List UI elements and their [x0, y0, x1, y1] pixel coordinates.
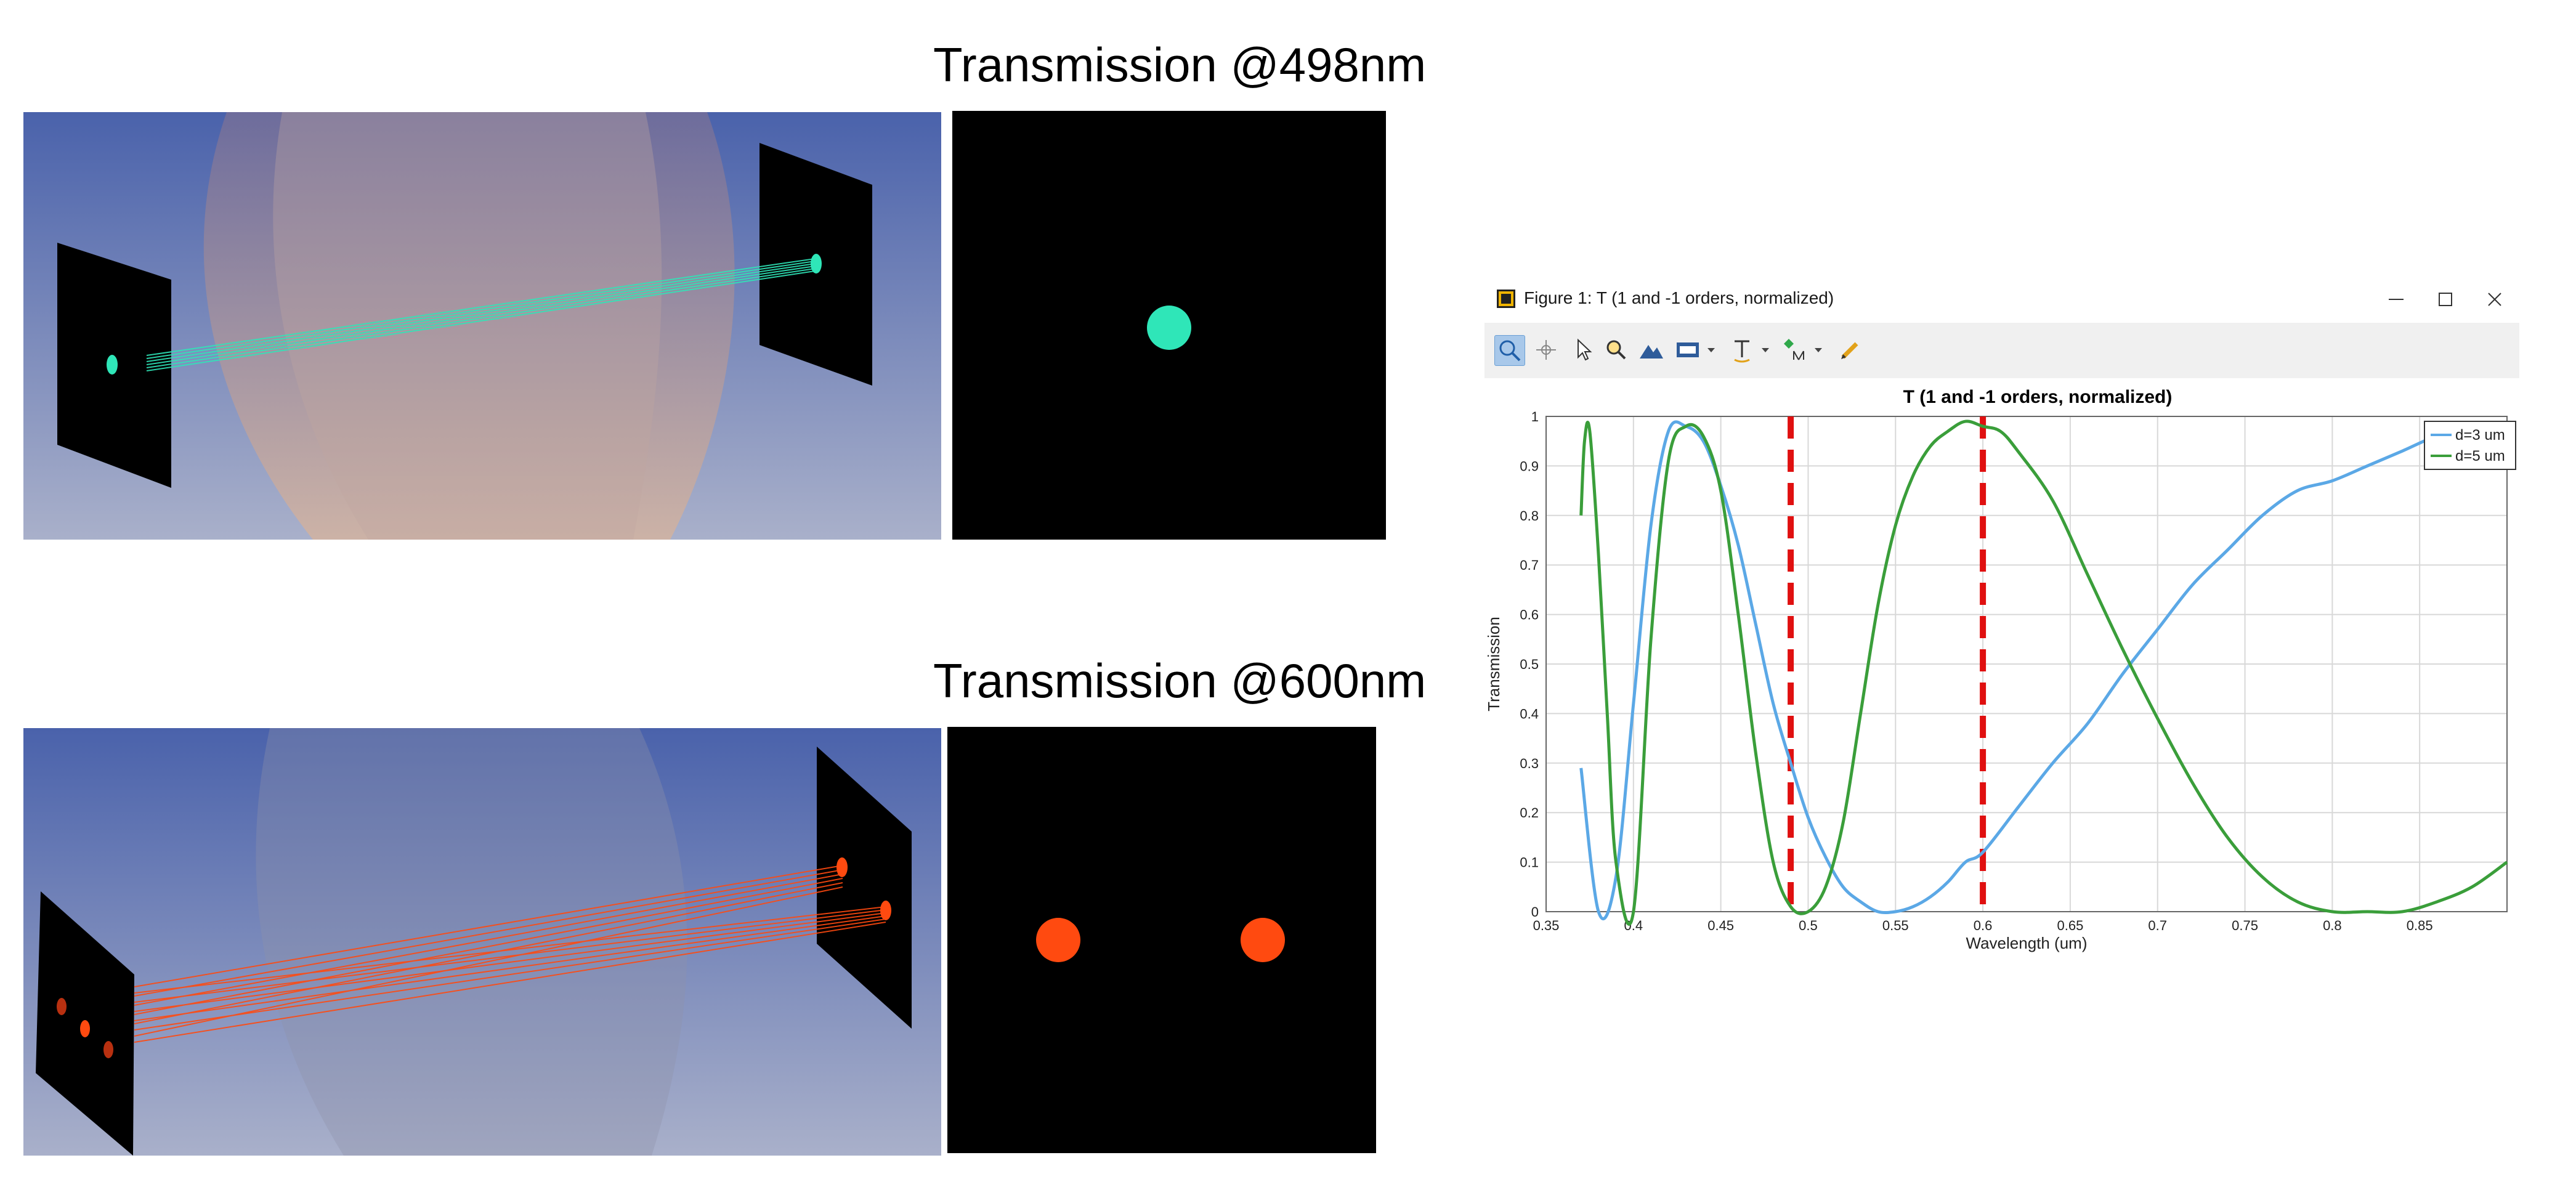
zoom-icon	[1499, 340, 1521, 362]
output-spot-upper	[836, 857, 848, 877]
text-tool-icon	[1734, 340, 1750, 363]
input-spot-center	[80, 1020, 90, 1037]
input-spot	[107, 355, 118, 375]
light-beam-600	[134, 865, 886, 1043]
y-tick-label: 0.3	[1520, 756, 1539, 771]
data-cursor-tool-button[interactable]	[1602, 335, 1631, 365]
x-tick-label: 0.65	[2057, 918, 2083, 933]
light-beam-498	[146, 258, 816, 371]
maximize-button[interactable]	[2421, 281, 2470, 318]
scene-background	[23, 728, 941, 1156]
series-lines	[1579, 419, 2508, 926]
figure-toolbar	[1484, 323, 2519, 378]
y-tick-label: 0.9	[1520, 458, 1539, 474]
y-tick-label: 0.5	[1520, 657, 1539, 672]
ray-trace-view-600[interactable]	[23, 728, 941, 1156]
detector-view-498	[952, 111, 1386, 540]
chart-title: T (1 and -1 orders, normalized)	[1903, 387, 2173, 407]
detector-view-600	[947, 727, 1376, 1153]
matplotlib-frame-icon	[1497, 290, 1515, 308]
text-tool-button[interactable]	[1727, 335, 1757, 365]
lens-inner	[273, 112, 662, 540]
y-tick-label: 0.1	[1520, 855, 1539, 870]
pointer-tool-button[interactable]	[1568, 335, 1598, 365]
y-tick-label: 0.6	[1520, 607, 1539, 623]
maximize-icon	[2439, 293, 2452, 306]
y-tick-label: 1	[1531, 409, 1539, 424]
series-line-d5	[1579, 419, 2508, 926]
input-spot-left	[57, 998, 67, 1015]
x-tick-label: 0.85	[2407, 918, 2433, 933]
y-tick-label: 0.4	[1520, 706, 1539, 721]
output-spot	[811, 254, 822, 273]
legend: d=3 um d=5 um	[2424, 421, 2516, 470]
figure-window-title: Figure 1: T (1 and -1 orders, normalized…	[1524, 288, 1834, 307]
y-tick-labels: 0 0.1 0.2 0.3 0.4 0.5 0.6 0.7 0.8 0.9 1	[1520, 409, 1539, 920]
data-cursor-icon	[1606, 340, 1626, 360]
figure-titlebar[interactable]: Figure 1: T (1 and -1 orders, normalized…	[1484, 276, 2519, 323]
ray-trace-view-498[interactable]	[23, 112, 941, 540]
marker-lines	[1788, 416, 1987, 912]
y-tick-label: 0.8	[1520, 508, 1539, 524]
close-button[interactable]	[2470, 281, 2519, 318]
x-tick-label: 0.75	[2232, 918, 2258, 933]
heading-transmission-600: Transmission @600nm	[933, 654, 1427, 708]
lens-shape	[203, 112, 735, 540]
x-tick-label: 0.55	[1882, 918, 1909, 933]
close-icon	[2488, 293, 2501, 306]
y-tick-label: 0	[1531, 904, 1539, 920]
pan-icon	[1536, 340, 1556, 360]
x-tick-label: 0.5	[1799, 918, 1818, 933]
legend-entry-d5: d=5 um	[2455, 448, 2505, 464]
grid-lines	[1545, 416, 2507, 912]
marker-tool-icon	[1784, 339, 1804, 360]
y-tick-label: 0.7	[1520, 557, 1539, 573]
pencil-icon	[1841, 342, 1858, 359]
series-line-d3	[1579, 420, 2473, 921]
x-tick-label: 0.7	[2148, 918, 2167, 933]
png-export-icon	[1677, 342, 1699, 357]
figure-window: Figure 1: T (1 and -1 orders, normalized…	[1484, 276, 2519, 954]
plot-frame	[1545, 416, 2508, 912]
legend-entry-d3: d=3 um	[2455, 427, 2505, 444]
chevron-down-icon	[1815, 348, 1822, 352]
rotate-3d-icon	[1640, 345, 1663, 359]
x-tick-label: 0.8	[2323, 918, 2342, 933]
text-tool-dropdown[interactable]	[1760, 345, 1770, 355]
marker-tool-dropdown[interactable]	[1813, 345, 1823, 355]
pencil-tool-button[interactable]	[1836, 335, 1865, 365]
detector-spot	[1147, 306, 1191, 350]
output-spot-lower	[880, 901, 891, 920]
png-export-dropdown[interactable]	[1706, 345, 1716, 355]
minimize-button[interactable]	[2371, 281, 2421, 318]
x-tick-label: 0.6	[1974, 918, 1993, 933]
x-axis-label: Wavelength (um)	[1966, 934, 2088, 952]
heading-transmission-498: Transmission @498nm	[933, 38, 1427, 92]
marker-tool-button[interactable]	[1780, 335, 1810, 365]
pan-tool-button[interactable]	[1531, 335, 1561, 365]
chevron-down-icon	[1707, 348, 1715, 352]
zoom-tool-button[interactable]	[1494, 335, 1525, 366]
input-spot-right	[103, 1041, 113, 1058]
chevron-down-icon	[1762, 348, 1769, 352]
x-tick-labels: 0.35 0.4 0.45 0.5 0.55 0.6 0.65 0.7 0.75 0.8 0.85	[1533, 918, 2433, 933]
plot-area[interactable]: T (1 and -1 orders, normalized) 0.35 0.4 0…	[1484, 378, 2519, 954]
pointer-icon	[1578, 338, 1592, 361]
y-tick-label: 0.2	[1520, 805, 1539, 820]
png-export-button[interactable]	[1673, 335, 1703, 365]
lens-shape	[256, 728, 687, 1156]
y-axis-label: Transmission	[1484, 617, 1503, 711]
x-tick-label: 0.35	[1533, 918, 1560, 933]
rotate-3d-tool-button[interactable]	[1636, 335, 1666, 365]
x-tick-label: 0.45	[1707, 918, 1734, 933]
minimize-icon	[2389, 299, 2404, 300]
detector-spot-right	[1241, 918, 1285, 962]
output-screen	[817, 747, 912, 1029]
detector-spot-left	[1036, 918, 1080, 962]
